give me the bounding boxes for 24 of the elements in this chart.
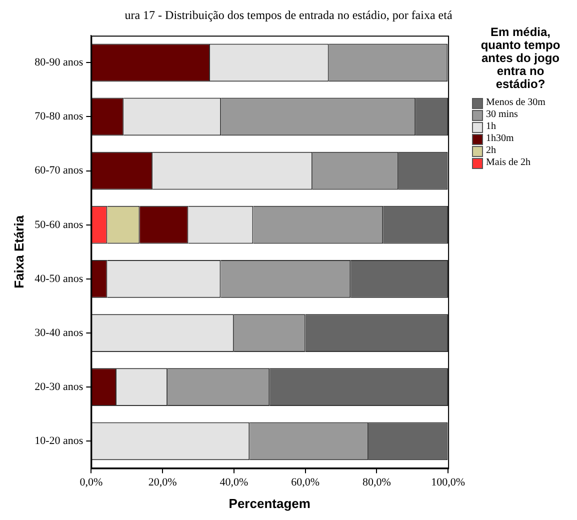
x-tick-label: 100,0% [431,476,466,489]
legend-label: 1h [486,121,496,133]
x-tick-label: 60,0% [291,476,320,489]
x-tick-label: 80,0% [362,476,391,489]
y-tick-label: 60-70 anos [34,164,84,177]
chart-title: ura 17 - Distribuição dos tempos de entrada no estádio, por faixa etá [124,8,454,24]
x-tick-label: 40,0% [220,476,248,489]
legend-label: 30 mins [486,109,518,121]
y-tick-label: 20-30 anos [34,380,84,393]
y-tick-label: 50-60 anos [34,218,84,231]
x-tick-label: 0,0% [80,476,103,489]
legend-label: 2h [486,145,496,157]
y-axis-title: Faixa Etária [11,214,26,288]
y-tick-label: 70-80 anos [34,110,84,123]
x-tick-label: 20,0% [148,476,177,489]
y-tick-label: 40-50 anos [34,272,84,285]
y-tick-label: 10-20 anos [34,435,84,448]
x-axis-title: Percentagem [228,496,310,511]
legend-label: 1h30m [486,133,514,145]
y-tick-label: 80-90 anos [34,56,84,69]
legend-title: Em média, quanto tempo antes do jogo entra no estádio? [480,25,562,91]
legend-label: Menos de 30m [486,97,546,109]
y-tick-label: 30-40 anos [34,326,84,339]
legend-label: Mais de 2h [486,157,530,169]
